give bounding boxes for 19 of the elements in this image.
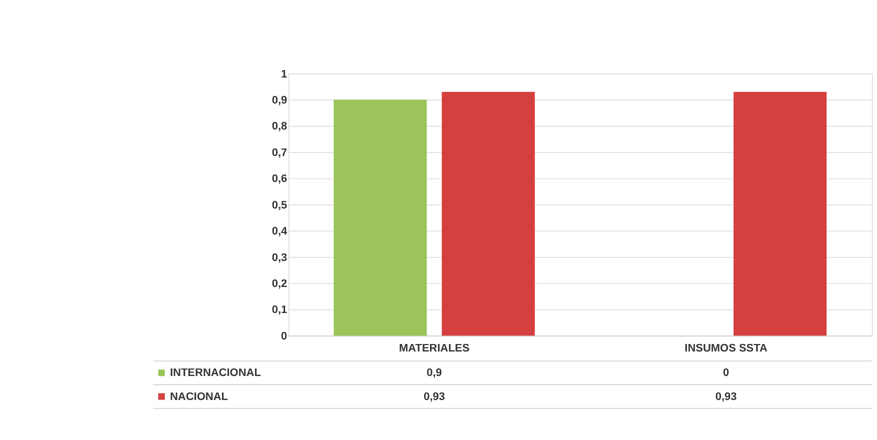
data-label: 0,93	[715, 390, 737, 403]
y-tick-label: 0,8	[272, 120, 288, 133]
y-tick-label: 0,9	[272, 94, 288, 106]
y-tick-label: 1	[281, 68, 288, 80]
data-label: 0	[722, 367, 730, 380]
y-tick-label: 0,4	[272, 226, 288, 238]
y-tick-label: 0,6	[272, 173, 288, 186]
data-label: 0,93	[424, 390, 445, 403]
y-tick-label: 0,1	[272, 304, 288, 316]
y-tick-label: 0,3	[272, 252, 288, 264]
y-tick-label: 0,2	[272, 278, 288, 290]
x-tick-label: INSUMOS SSTA	[684, 342, 768, 354]
data-label: 0,9	[426, 367, 442, 380]
y-tick-label: 0,7	[272, 146, 288, 159]
legend-label: NACIONAL	[170, 390, 228, 403]
y-tick-label: 0,5	[272, 199, 288, 212]
x-tick-label: MATERIALES	[398, 342, 470, 354]
legend-label: INTERNACIONAL	[170, 367, 262, 380]
y-tick-label: 0	[281, 330, 288, 342]
